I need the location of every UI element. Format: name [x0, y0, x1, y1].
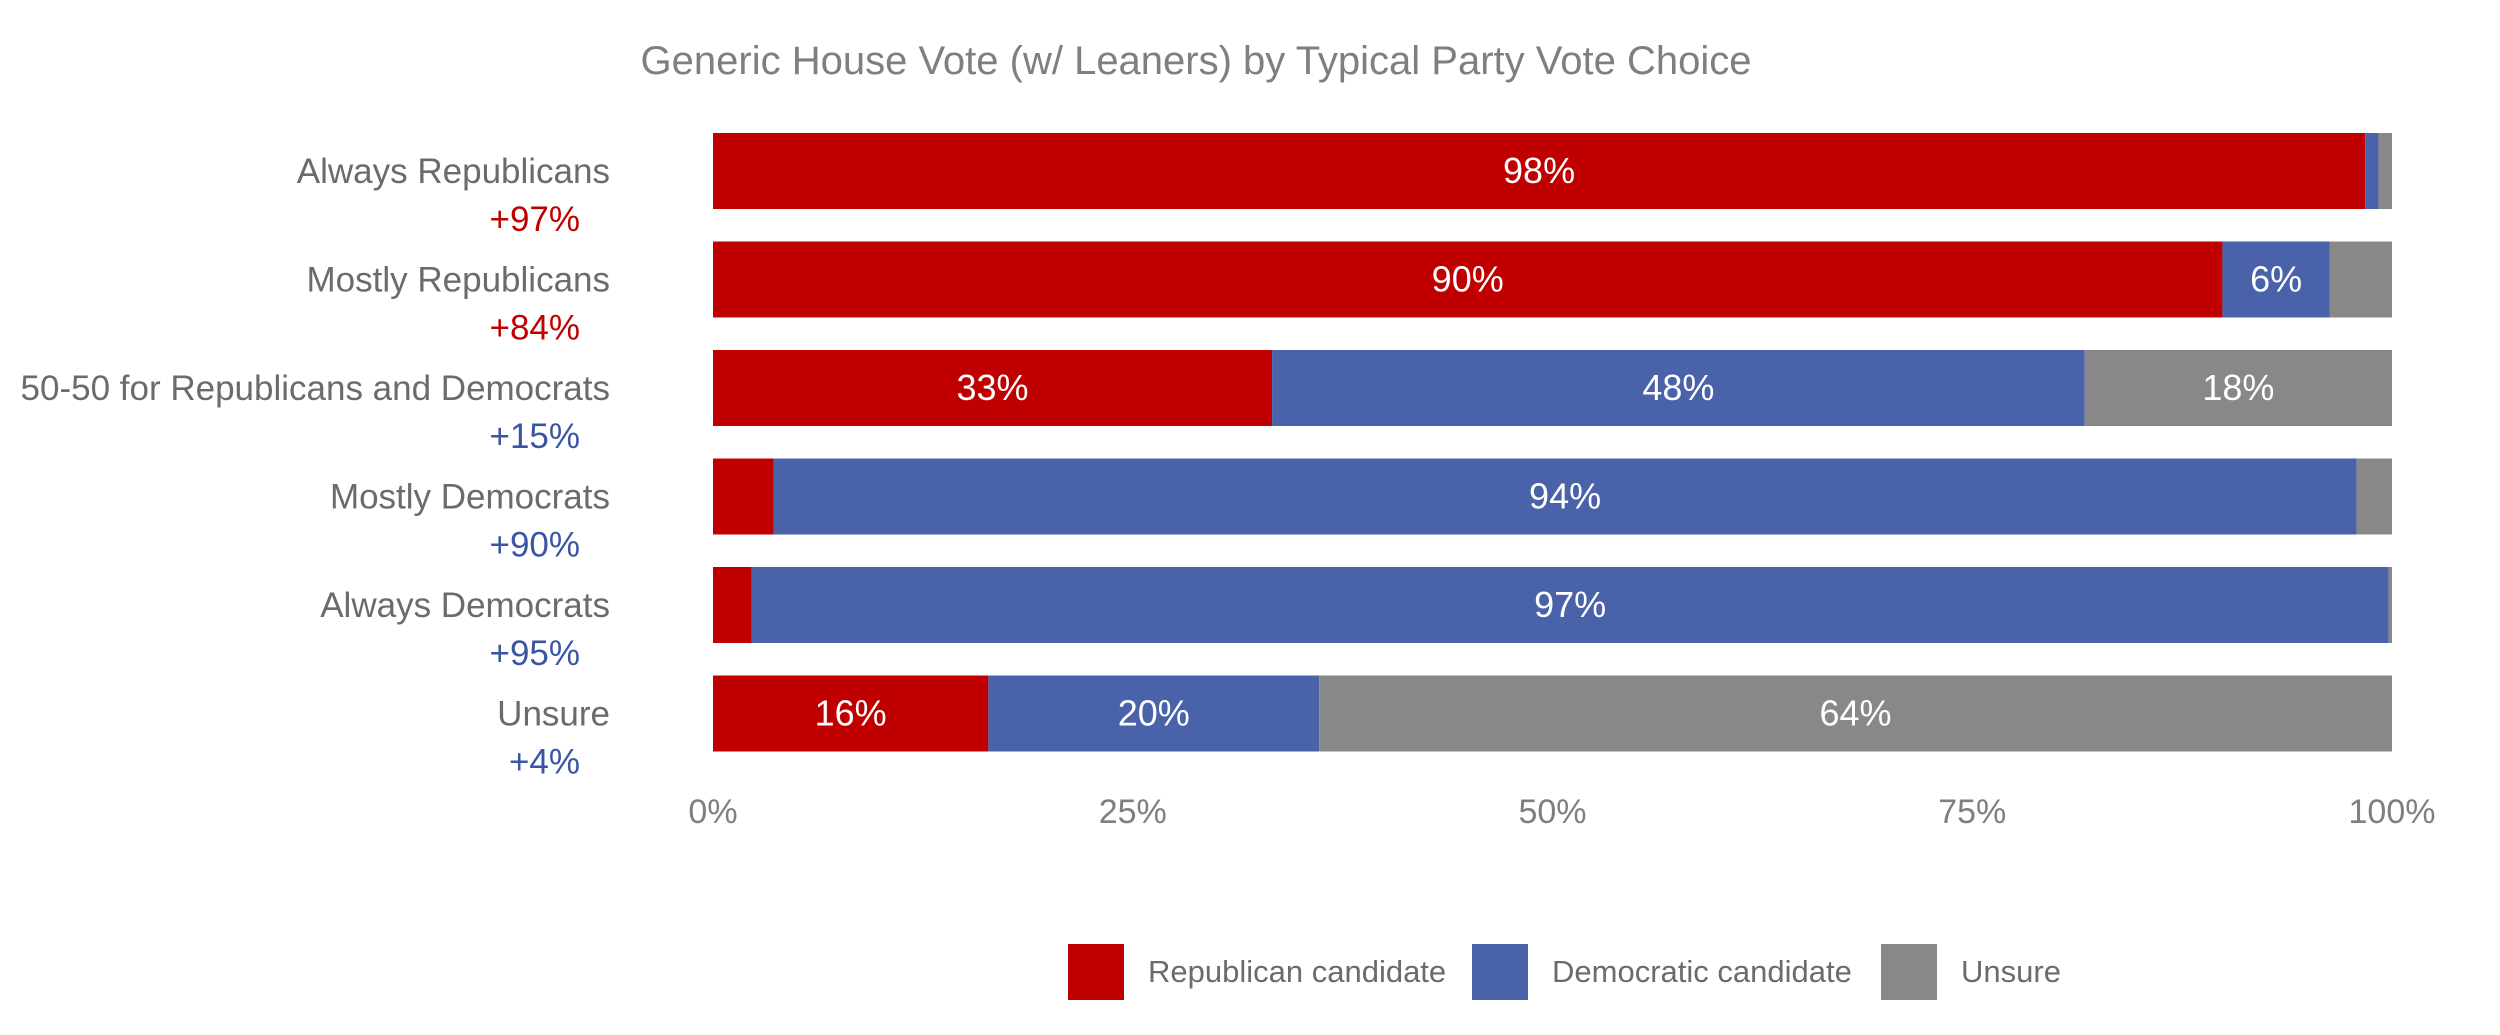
data-label: 90%: [1432, 259, 1504, 300]
bar-unsure: [2388, 567, 2392, 643]
bar-unsure: [2378, 133, 2392, 209]
x-axis-ticks: 0% 25% 50% 75% 100%: [688, 793, 2435, 831]
x-tick-label: 0%: [688, 793, 737, 831]
x-tick-label: 25%: [1099, 793, 1167, 831]
data-label: 6%: [2250, 259, 2302, 300]
bar-unsure: [2084, 350, 2392, 426]
bar-republican-candidate: [713, 241, 2223, 318]
bar-unsure: [2356, 458, 2392, 535]
category-label: Unsure: [497, 695, 610, 734]
margin-label: +84%: [490, 309, 581, 348]
margin-label: +4%: [509, 743, 580, 782]
data-label: 48%: [1642, 367, 1714, 408]
x-tick-label: 50%: [1518, 793, 1586, 831]
margin-label: +90%: [490, 526, 581, 565]
legend-label: Republican candidate: [1148, 954, 1446, 989]
margin-label: +97%: [490, 200, 581, 239]
bar-unsure: [1319, 675, 2392, 752]
margin-label: +95%: [490, 634, 581, 673]
category-label: Always Republicans: [297, 152, 610, 191]
bar-democratic-candidate: [1272, 350, 2085, 426]
legend-label: Democratic candidate: [1552, 954, 1852, 989]
bar-democratic-candidate: [773, 458, 2357, 535]
legend: Republican candidate Democratic candidate…: [1068, 944, 2061, 1000]
bars-group: [713, 133, 2392, 752]
bar-republican-candidate: [713, 350, 1273, 426]
bar-democratic-candidate: [751, 567, 2389, 643]
bar-unsure: [2329, 241, 2392, 318]
chart-title: Generic House Vote (w/ Leaners) by Typic…: [641, 39, 1752, 83]
margin-label: +15%: [490, 417, 581, 456]
category-label: 50-50 for Republicans and Democrats: [21, 369, 610, 408]
bar-labels-group: 98% 90% 6% 33% 48% 18% 94% 97% 16% 20% 64%: [815, 150, 2303, 734]
data-label: 64%: [1820, 693, 1892, 734]
category-label: Mostly Republicans: [307, 261, 610, 300]
bar-republican-candidate: [713, 675, 989, 752]
data-label: 16%: [815, 693, 887, 734]
category-label: Mostly Democrats: [330, 478, 610, 517]
legend-label: Unsure: [1961, 954, 2061, 989]
bar-democratic-candidate: [988, 675, 1320, 752]
data-label: 98%: [1503, 150, 1575, 191]
bar-democratic-candidate: [2222, 241, 2330, 318]
bar-republican-candidate: [713, 567, 752, 643]
legend-swatch: [1068, 944, 1124, 1000]
x-tick-label: 100%: [2349, 793, 2436, 831]
data-label: 20%: [1118, 693, 1190, 734]
category-labels-group: Always Republicans +97% Mostly Republicans…: [21, 152, 610, 782]
x-tick-label: 75%: [1938, 793, 2006, 831]
data-label: 33%: [957, 367, 1029, 408]
bar-republican-candidate: [713, 133, 2366, 209]
data-label: 18%: [2202, 367, 2274, 408]
category-label: Always Democrats: [320, 586, 610, 625]
bar-democratic-candidate: [2365, 133, 2379, 209]
legend-swatch: [1881, 944, 1937, 1000]
data-label: 94%: [1529, 476, 1601, 517]
data-label: 97%: [1534, 584, 1606, 625]
legend-swatch: [1472, 944, 1528, 1000]
bar-republican-candidate: [713, 458, 774, 535]
